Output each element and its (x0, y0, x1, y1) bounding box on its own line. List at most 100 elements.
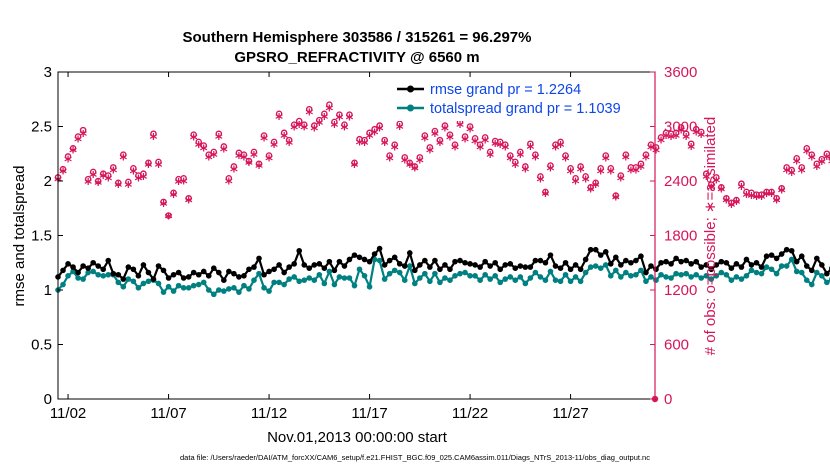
obs-possible-point (517, 148, 524, 156)
rmse-point (557, 265, 564, 272)
totalspread-point (331, 281, 338, 288)
totalspread-point (261, 285, 267, 291)
rmse-point (658, 259, 664, 266)
obs-assimilated-point: * (240, 151, 248, 169)
rmse-point (115, 271, 122, 278)
obs-possible-point (451, 141, 459, 148)
totalspread-point (406, 263, 413, 269)
obs-assimilated-point: * (803, 144, 811, 162)
obs-possible-point (245, 157, 253, 165)
totalspread-point (85, 269, 91, 276)
totalspread-point (140, 280, 147, 287)
rmse-point (246, 266, 252, 273)
obs-possible-point (788, 166, 795, 174)
obs-possible-point (446, 131, 454, 138)
obs-assimilated-point: * (647, 141, 655, 159)
totalspread-point (351, 282, 358, 289)
totalspread-point (643, 278, 649, 285)
obs-possible-point (567, 164, 574, 172)
obs-assimilated-point: * (290, 121, 298, 139)
rmse-point (587, 246, 594, 253)
obs-possible-point (702, 170, 710, 178)
rmse-point (748, 262, 755, 268)
obs-assimilated-point: * (582, 173, 590, 191)
obs-assimilated-point: * (637, 160, 645, 178)
rmse-point (376, 245, 383, 252)
obs-assimilated-point: * (763, 187, 771, 205)
rmse-point (356, 254, 363, 261)
totalspread-point (758, 270, 765, 277)
rmse-point (602, 249, 609, 255)
rmse-point (768, 252, 775, 258)
obs-assimilated-point: * (431, 127, 439, 145)
totalspread-point (547, 268, 554, 275)
obs-possible-point (250, 148, 258, 156)
y-axis-left: 0 0.5 1 1.5 2 2.5 3 (31, 64, 63, 408)
totalspread-point (618, 274, 624, 280)
obs-possible-point (396, 120, 404, 128)
rmse-point (326, 258, 333, 265)
y-left-tick-label: 2.5 (31, 119, 52, 136)
obs-possible-point (155, 158, 162, 166)
obs-possible-point (225, 174, 233, 182)
obs-possible-point (160, 198, 167, 206)
obs-assimilated-point: * (602, 152, 610, 170)
obs-possible-point (632, 164, 640, 171)
totalspread-point (346, 275, 353, 281)
obs-assimilated-point: * (391, 141, 399, 159)
obs-possible-point (411, 163, 419, 170)
obs-assimilated-point: * (346, 111, 354, 129)
totalspread-point (180, 285, 187, 291)
rmse-point (452, 258, 458, 265)
rmse-point (743, 256, 750, 263)
totalspread-point (738, 276, 745, 282)
totalspread-point (422, 270, 428, 277)
rmse-point (698, 264, 705, 270)
y-right-tick-label: 1200 (664, 282, 697, 299)
totalspread-point (542, 277, 549, 283)
x-tick-label: 11/12 (251, 405, 287, 422)
rmse-point (783, 246, 790, 253)
rmse-point (808, 267, 815, 274)
totalspread-point (386, 270, 393, 277)
obs-possible-point (818, 155, 826, 163)
obs-assimilated-point: * (677, 123, 685, 141)
rmse-point (210, 265, 217, 272)
totalspread-point (557, 278, 564, 285)
rmse-point (301, 262, 308, 268)
obs-possible-point (59, 165, 67, 173)
rmse-point (633, 257, 639, 264)
totalspread-point (170, 288, 177, 294)
obs-assimilated-point: * (195, 138, 203, 156)
obs-assimilated-point: * (476, 141, 484, 159)
totalspread-point (678, 271, 684, 278)
legend-spread-marker (407, 104, 414, 112)
obs-assimilated-point: * (793, 154, 801, 172)
obs-assimilated-point: * (104, 172, 112, 190)
rmse-point (477, 264, 483, 270)
rmse-point (537, 257, 544, 264)
obs-assimilated-point: * (94, 176, 102, 194)
totalspread-point (190, 282, 197, 289)
totalspread-point (452, 273, 458, 279)
obs-assimilated-point: * (275, 110, 283, 128)
obs-possible-point (165, 212, 172, 219)
obs-assimilated-point: * (280, 129, 288, 147)
totalspread-point (462, 269, 468, 276)
rmse-point (417, 262, 423, 268)
totalspread-point (653, 277, 659, 283)
totalspread-point (562, 271, 569, 278)
totalspread-point (713, 273, 720, 279)
totalspread-point (356, 266, 363, 273)
totalspread-point (778, 263, 785, 269)
rmse-point (236, 274, 242, 280)
obs-assimilated-point: * (758, 190, 766, 208)
rmse-point (472, 262, 478, 268)
rmse-point (738, 264, 745, 270)
obs-possible-point (738, 180, 745, 188)
obs-assimilated-point: * (401, 153, 409, 171)
y-left-tick-label: 0 (44, 391, 52, 408)
rmse-point (482, 258, 488, 265)
obs-possible-point (401, 154, 409, 161)
obs-assimilated-point: * (697, 128, 705, 146)
